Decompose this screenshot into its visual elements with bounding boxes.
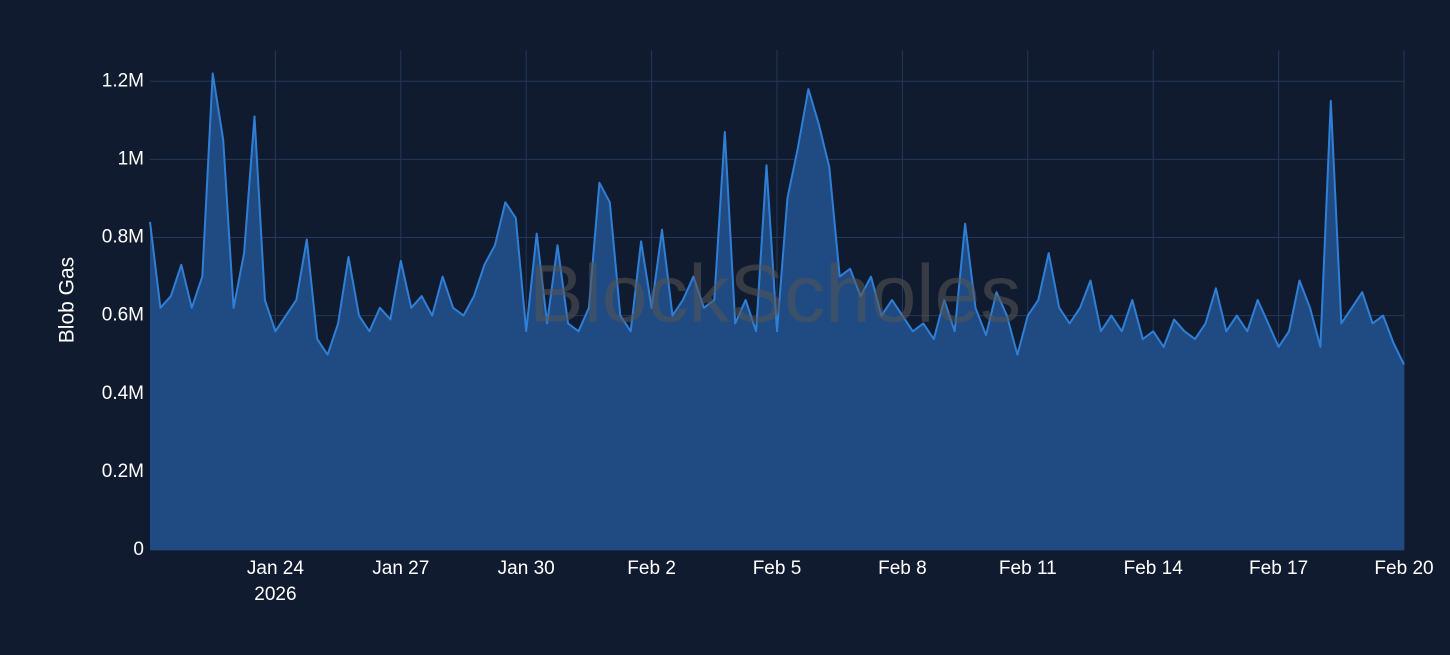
y-tick-label: 0.4M — [102, 383, 144, 404]
y-tick-label: 0 — [133, 539, 144, 560]
x-tick-label: Feb 8 — [878, 558, 927, 579]
x-tick-label: Feb 14 — [1124, 558, 1184, 579]
area-fill — [150, 73, 1404, 551]
x-tick-label: Feb 2 — [627, 558, 676, 579]
y-tick-label: 0.2M — [102, 461, 144, 482]
x-tick-label: Jan 24 — [247, 558, 304, 579]
x-year-label: 2026 — [254, 584, 296, 605]
x-tick-label: Feb 5 — [753, 558, 802, 579]
y-tick-label: 1.2M — [102, 70, 144, 91]
watermark: BlockScholes — [529, 249, 1021, 340]
marks — [149, 72, 1405, 551]
x-tick-label: Jan 30 — [498, 558, 555, 579]
x-tick-label: Feb 17 — [1249, 558, 1308, 579]
x-tick-label: Jan 27 — [372, 558, 429, 579]
y-axis-title: Blob Gas — [56, 257, 79, 343]
area-line — [149, 72, 1405, 365]
y-tick-label: 1M — [118, 148, 144, 169]
x-tick-label: Feb 20 — [1374, 558, 1433, 579]
y-tick-label: 0.8M — [102, 227, 144, 248]
labels: 0 0.2M 0.4M 0.6M 0.8M 1M 1.2M Jan 24 2026 Jan 27 J… — [102, 70, 1434, 605]
y-tick-label: 0.6M — [102, 305, 144, 326]
x-tick-label: Feb 11 — [999, 558, 1057, 579]
